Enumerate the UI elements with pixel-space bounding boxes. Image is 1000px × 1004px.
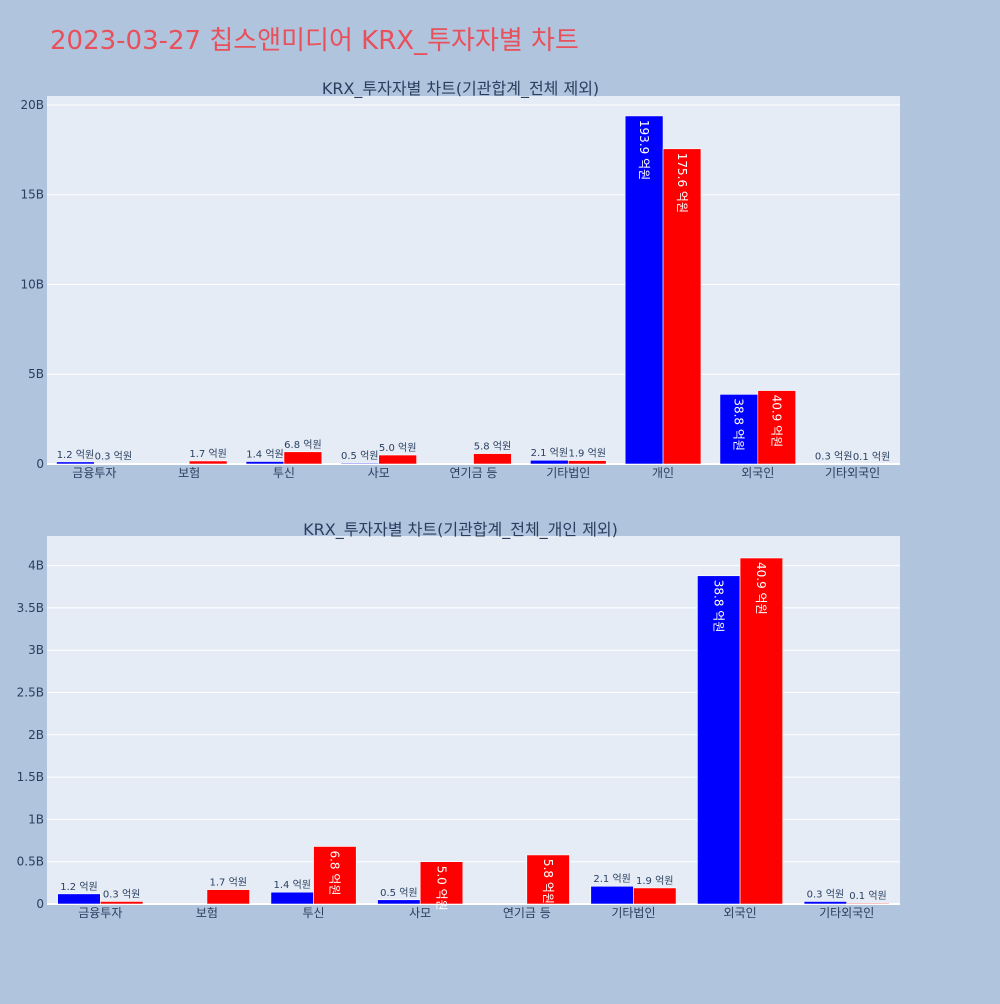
y-tick-label: 20B	[20, 98, 44, 112]
y-tick-label: 15B	[20, 188, 44, 202]
bar	[94, 463, 132, 464]
data-label: 1.9 억원	[568, 448, 605, 460]
data-label: 2.1 억원	[531, 447, 568, 459]
data-label: 0.3 억원	[95, 450, 132, 462]
y-tick-label: 0.5B	[17, 855, 44, 869]
x-tick-label: 기타법인	[546, 466, 590, 480]
y-tick-label: 5B	[28, 367, 44, 381]
y-tick-label: 2.5B	[17, 686, 44, 700]
data-label: 0.1 억원	[853, 451, 890, 463]
data-label: 5.0 억원	[379, 442, 416, 454]
x-tick-label: 외국인	[741, 466, 774, 480]
bar	[271, 892, 314, 904]
data-label: 0.5 억원	[341, 450, 378, 462]
x-tick-label: 기타법인	[611, 906, 655, 920]
bar	[379, 455, 417, 464]
chart-1: 0 5B 10B 15B 20B KRX_투자자별 차트(기관합계_전체 제외) 금융투자 1…	[20, 79, 900, 480]
x-tick-label: 사모	[368, 466, 390, 480]
x-tick-label: 기타외국인	[819, 906, 874, 920]
data-label: 5.0 억원	[434, 866, 448, 911]
data-label: 1.2 억원	[57, 449, 94, 461]
data-label: 40.9 억원	[770, 395, 784, 448]
x-tick-label: 연기금 등	[450, 466, 498, 480]
x-tick-label: 보험	[196, 906, 218, 920]
y-tick-label: 0	[36, 457, 44, 471]
bar	[804, 901, 847, 904]
x-tick-label: 연기금 등	[503, 906, 551, 920]
x-tick-label: 금융투자	[72, 466, 116, 480]
y-tick-label: 1B	[28, 812, 44, 826]
data-label: 0.3 억원	[815, 450, 852, 462]
bar	[246, 461, 284, 464]
data-label: 6.8 억원	[328, 850, 342, 895]
data-label: 0.1 억원	[849, 890, 886, 902]
data-label: 38.8 억원	[712, 580, 726, 633]
page-title: 2023-03-27 칩스앤미디어 KRX_투자자별 차트	[50, 26, 579, 56]
bar	[633, 888, 676, 904]
data-label: 2.1 억원	[593, 873, 630, 885]
bar	[189, 461, 227, 464]
bar	[568, 461, 606, 464]
x-tick-label: 보험	[178, 466, 200, 480]
bar	[284, 452, 322, 464]
data-label: 0.3 억원	[103, 888, 140, 900]
data-label: 38.8 억원	[732, 398, 746, 451]
x-tick-label: 외국인	[724, 906, 757, 920]
data-label: 0.3 억원	[807, 888, 844, 900]
bar	[591, 886, 634, 904]
bar	[100, 901, 143, 904]
bar	[207, 890, 250, 904]
y-tick-label: 3B	[28, 643, 44, 657]
data-label: 40.9 억원	[754, 562, 768, 615]
data-label: 1.2 억원	[60, 881, 97, 893]
x-tick-label: 사모	[409, 906, 431, 920]
x-tick-label: 기타외국인	[825, 466, 880, 480]
data-label: 1.4 억원	[246, 448, 283, 460]
data-label: 1.4 억원	[273, 879, 310, 891]
y-tick-label: 3.5B	[17, 601, 44, 615]
x-tick-label: 투신	[303, 906, 325, 920]
y-tick-label: 1.5B	[17, 770, 44, 784]
bar	[847, 903, 890, 904]
x-tick-label: 금융투자	[78, 906, 122, 920]
data-label: 1.7 억원	[189, 448, 226, 460]
bar	[474, 454, 512, 464]
chart-title: KRX_투자자별 차트(기관합계_전체_개인 제외)	[303, 520, 618, 540]
x-tick-label: 개인	[652, 466, 674, 480]
y-tick-label: 2B	[28, 728, 44, 742]
bar	[58, 894, 101, 904]
y-tick-label: 0	[36, 897, 44, 911]
bar	[530, 460, 568, 464]
y-tick-label: 4B	[28, 559, 44, 573]
bar	[341, 463, 379, 464]
chart-2: 0 0.5B 1B 1.5B 2B 2.5B 3B 3.5B 4B KRX_투자자별 차트(기관합…	[17, 520, 900, 920]
x-tick-label: 투신	[273, 466, 295, 480]
y-tick-label: 10B	[20, 277, 44, 291]
charts-layer: 0 5B 10B 15B 20B KRX_투자자별 차트(기관합계_전체 제외) 금융투자 1…	[17, 79, 900, 920]
chart-title: KRX_투자자별 차트(기관합계_전체 제외)	[322, 79, 599, 99]
data-label: 0.5 억원	[380, 887, 417, 899]
data-label: 5.8 억원	[541, 859, 555, 904]
bar	[56, 462, 94, 464]
data-label: 1.9 억원	[636, 875, 673, 887]
data-label: 175.6 억원	[675, 153, 689, 213]
bar	[815, 463, 853, 464]
data-label: 193.9 억원	[637, 120, 651, 180]
data-label: 6.8 억원	[284, 439, 321, 451]
bar	[378, 900, 421, 904]
data-label: 1.7 억원	[210, 877, 247, 889]
data-label: 5.8 억원	[474, 441, 511, 453]
